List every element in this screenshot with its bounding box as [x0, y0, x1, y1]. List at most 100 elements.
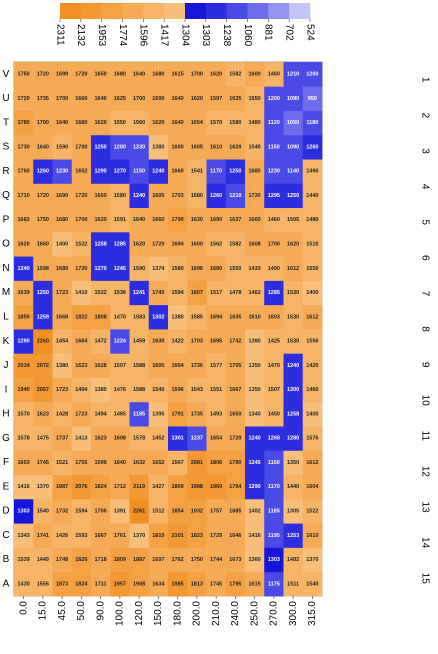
heat-cell: [14, 183, 34, 209]
heat-cell: [168, 62, 188, 87]
heat-cell: [302, 377, 323, 403]
heat-cell: [302, 110, 323, 136]
row-number: 8: [419, 326, 430, 332]
heat-cell: [91, 86, 111, 111]
heat-cell: [264, 329, 284, 354]
heat-cell: [148, 498, 169, 524]
cell-label: 1550: [249, 96, 261, 102]
cell-label: 1380: [95, 387, 107, 393]
cell-label: 1280: [287, 436, 299, 442]
cell-label: 1507: [114, 363, 126, 369]
cell-label: 1809: [172, 484, 184, 490]
heat-cell: [71, 183, 92, 209]
cell-label: 1416: [249, 533, 261, 539]
cell-label: 1603: [18, 460, 30, 466]
cell-label: 1755: [75, 460, 87, 466]
cell-label: 1380: [249, 339, 261, 345]
heat-cell: [52, 377, 73, 403]
heat-cell: [33, 304, 53, 330]
heat-cell: [52, 256, 73, 281]
cell-label: 1578: [133, 436, 145, 442]
heat-cell: [187, 62, 207, 87]
heat-cell: [33, 134, 53, 160]
cell-label: 1425: [268, 339, 280, 345]
cell-label: 1718: [95, 557, 107, 563]
cell-label: 1530: [287, 339, 299, 345]
heat-cell: [206, 450, 227, 476]
cell-label: 2076: [75, 484, 87, 490]
heat-cell: [129, 377, 150, 403]
heat-cell: [225, 231, 246, 257]
heat-cell: [91, 280, 111, 306]
heat-cell: [302, 256, 323, 281]
cell-label: 1200: [306, 72, 318, 78]
cell-label: 1745: [152, 290, 164, 296]
heat-cell: [302, 353, 323, 378]
cell-label: 1612: [306, 314, 318, 320]
heat-cell: [52, 110, 73, 136]
heat-cell: [206, 498, 227, 524]
heat-cell: [33, 183, 53, 209]
cell-label: 1250: [37, 290, 49, 296]
heat-cell: [33, 401, 53, 427]
cell-label: 1551: [210, 387, 222, 393]
heat-cell: [245, 353, 265, 378]
cell-label: 1550: [229, 266, 241, 272]
cell-label: 1790: [229, 460, 241, 466]
cell-label: 1541: [191, 169, 203, 175]
cell-label: 1689: [56, 266, 68, 272]
x-tick-label: 150.0: [153, 601, 164, 626]
colorbar-tick-label: 524: [304, 24, 315, 41]
cell-label: 1576: [306, 436, 318, 442]
cell-label: 1374: [152, 266, 165, 272]
heat-cell: [110, 353, 130, 378]
cell-label: 1210: [229, 193, 241, 199]
cell-label: 1240: [18, 266, 30, 272]
heat-cell: [52, 62, 73, 87]
colorbar-cell: [205, 3, 227, 19]
cell-label: 1741: [37, 533, 49, 539]
heat-cell: [168, 256, 188, 281]
heat-cell: [264, 183, 284, 209]
cell-label: 2260: [37, 339, 49, 345]
cell-label: 1957: [114, 581, 126, 587]
heat-cell: [14, 329, 34, 354]
heat-cell: [264, 256, 284, 281]
heat-cell: [283, 159, 304, 184]
cell-label: 2101: [172, 533, 184, 539]
cell-label: 1391: [114, 508, 126, 514]
cell-label: 1720: [152, 241, 164, 247]
heat-cell: [129, 183, 150, 209]
heat-cell: [264, 353, 284, 378]
heat-cell: [91, 523, 111, 548]
cell-label: 1350: [249, 387, 261, 393]
heat-cell: [187, 498, 207, 524]
cell-label: 1428: [56, 411, 68, 417]
heat-cell: [91, 571, 111, 597]
colorbar-tick-label: 1953: [96, 24, 107, 47]
row-label: V: [3, 69, 10, 80]
cell-label: 1250: [95, 144, 107, 150]
row-label: F: [3, 457, 9, 468]
cell-label: 1620: [287, 241, 299, 247]
cell-label: 1690: [210, 217, 222, 223]
cell-label: 1370: [133, 533, 145, 539]
heat-cell: [71, 134, 92, 160]
row-number: 6: [419, 255, 430, 261]
heat-cell: [168, 353, 188, 378]
row-number: 1: [419, 77, 430, 83]
heat-cell: [245, 159, 265, 184]
cell-label: 1640: [172, 96, 184, 102]
cell-label: 1625: [229, 96, 241, 102]
heat-cell: [52, 426, 73, 451]
heat-cell: [91, 474, 111, 500]
heat-cell: [33, 523, 53, 548]
cell-label: 1757: [210, 508, 222, 514]
heat-cell: [302, 498, 323, 524]
cell-label: 1730: [75, 266, 87, 272]
heat-cell: [110, 401, 130, 427]
x-tick-label: 250.0: [249, 601, 260, 626]
heat-cell: [148, 110, 169, 136]
cell-label: 1700: [268, 241, 280, 247]
cell-label: 1185: [133, 411, 145, 417]
